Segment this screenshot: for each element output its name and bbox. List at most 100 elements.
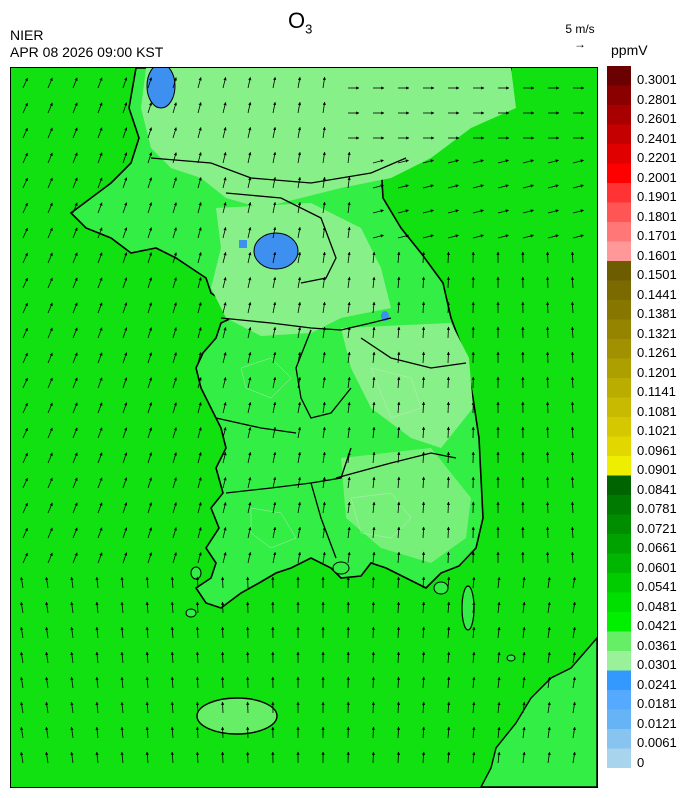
colorbar-swatch	[607, 66, 631, 86]
colorbar-tick-label: 0.0721	[637, 520, 677, 536]
wind-arrow	[272, 76, 277, 89]
wind-arrow	[195, 751, 200, 764]
wind-arrow	[222, 201, 227, 214]
wind-arrow	[421, 651, 426, 664]
low-ozone-spot-seoul	[253, 232, 299, 270]
wind-arrow	[446, 276, 450, 289]
wind-arrow	[97, 302, 103, 314]
colorbar-swatch	[607, 553, 631, 574]
wind-arrow	[197, 102, 202, 114]
wind-arrow	[172, 127, 177, 139]
colorbar-swatch	[607, 261, 631, 281]
colorbar-tick-label: 0.2601	[637, 111, 677, 126]
colorbar-swatch	[607, 241, 631, 262]
wind-arrow	[446, 301, 450, 314]
wind-arrow	[221, 701, 225, 714]
wind-arrow	[546, 451, 550, 464]
wind-arrow	[446, 401, 450, 414]
wind-arrow	[447, 751, 451, 764]
wind-arrow	[522, 601, 526, 614]
wind-arrow	[172, 177, 177, 189]
wind-arrow	[122, 327, 128, 339]
wind-arrow	[170, 576, 174, 589]
colorbar-tick-label: 0.1601	[637, 247, 677, 263]
wind-arrow	[272, 376, 277, 389]
wind-arrow	[147, 152, 153, 164]
colorbar-tick-label: 0.1901	[637, 189, 677, 204]
unit-label: ppmV	[611, 42, 648, 58]
wind-arrow	[47, 477, 53, 489]
wind-arrow	[97, 452, 103, 464]
wind-arrow	[45, 676, 49, 689]
wind-arrow	[247, 401, 252, 414]
wind-arrow	[72, 77, 78, 89]
wind-arrow	[97, 102, 103, 114]
wind-arrow	[322, 276, 326, 289]
colorbar-swatch	[607, 397, 631, 418]
wind-arrow	[172, 477, 177, 489]
wind-arrow	[422, 184, 434, 189]
wind-arrow	[120, 751, 124, 764]
wind-arrow	[322, 126, 326, 139]
wind-arrow	[570, 426, 575, 439]
wind-arrow	[95, 601, 99, 614]
wind-arrow	[222, 251, 227, 264]
ozone-map	[10, 67, 598, 788]
wind-arrow	[547, 184, 559, 189]
wind-arrow	[197, 152, 202, 164]
colorbar-tick-label: 0.1701	[637, 228, 677, 243]
wind-arrow	[145, 576, 149, 589]
wind-arrow	[397, 501, 401, 514]
wind-arrow	[447, 576, 451, 589]
wind-arrow	[446, 551, 450, 564]
wind-arrow	[472, 601, 476, 614]
wind-arrow	[197, 552, 202, 564]
wind-arrow	[522, 184, 534, 189]
wind-arrow	[297, 226, 302, 239]
wind-arrow	[72, 302, 78, 314]
wind-arrow	[572, 626, 576, 639]
wind-arrow	[122, 452, 128, 464]
ulleung-island	[506, 654, 516, 662]
wind-arrow	[547, 726, 551, 739]
wind-arrow	[197, 177, 202, 189]
wind-arrow	[446, 526, 450, 539]
wind-arrow	[22, 152, 28, 164]
wind-arrow	[570, 501, 575, 514]
wind-arrow	[172, 102, 177, 114]
wind-arrow	[95, 751, 99, 764]
colorbar-tick-label: 0.1321	[637, 325, 677, 341]
wind-arrow	[322, 426, 326, 439]
wind-arrow	[20, 576, 24, 589]
wind-arrow	[72, 177, 78, 189]
wind-arrow	[145, 701, 149, 714]
wind-arrow	[120, 626, 124, 639]
wind-arrow	[372, 401, 376, 414]
wind-arrow	[472, 159, 484, 164]
wind-arrow	[197, 327, 202, 339]
wind-arrow	[97, 152, 103, 164]
wind-arrow	[396, 576, 401, 589]
wind-arrow	[322, 176, 326, 189]
wind-arrow	[197, 502, 202, 514]
wind-arrow	[70, 651, 74, 664]
wind-arrow	[122, 102, 128, 114]
wind-arrow	[247, 526, 252, 539]
wind-arrow	[172, 427, 177, 439]
wind-arrow	[97, 202, 103, 214]
wind-arrow	[371, 601, 375, 614]
wind-arrow	[570, 551, 575, 564]
wind-arrow	[422, 209, 434, 214]
wind-arrow	[497, 576, 501, 589]
wind-arrow	[322, 501, 326, 514]
wind-arrow	[446, 326, 450, 339]
wind-arrow	[195, 726, 200, 739]
wind-arrow	[170, 701, 174, 714]
low-ozone-zone-north	[141, 68, 516, 208]
wind-arrow	[170, 601, 174, 614]
wind-arrow	[371, 651, 375, 664]
wind-arrow	[47, 352, 53, 364]
wind-arrow	[272, 151, 277, 164]
wind-arrow	[322, 76, 326, 89]
wind-arrow	[472, 701, 476, 714]
